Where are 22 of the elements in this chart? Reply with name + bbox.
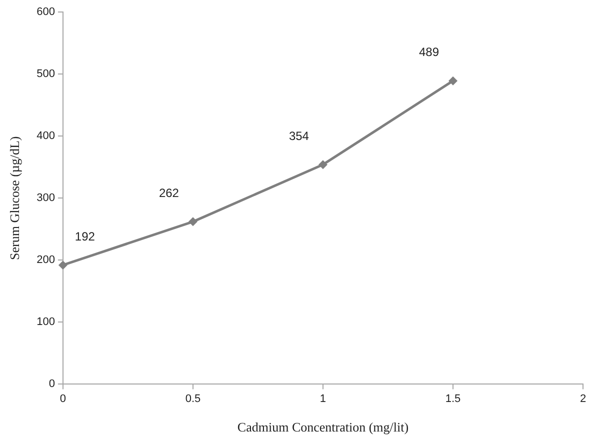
y-tick-label: 500 bbox=[36, 68, 55, 80]
x-tick-label: 1 bbox=[320, 392, 326, 405]
data-label: 354 bbox=[288, 128, 310, 143]
y-tick-label: 100 bbox=[36, 316, 55, 328]
y-tick-label: 300 bbox=[36, 192, 55, 204]
x-tick-label: 2 bbox=[580, 392, 586, 405]
data-label: 489 bbox=[418, 45, 440, 60]
data-label: 262 bbox=[158, 186, 180, 200]
y-tick-label: 400 bbox=[36, 130, 55, 142]
x-axis-title: Cadmium Concentration (mg/lit) bbox=[237, 420, 409, 435]
point bbox=[448, 76, 458, 86]
y-tick-label: 0 bbox=[48, 378, 55, 390]
y-tick-label: 600 bbox=[36, 6, 55, 18]
point bbox=[318, 160, 328, 170]
y-axis-title: Serum Glucose (µg/dL) bbox=[7, 136, 22, 260]
y-tick-label: 200 bbox=[36, 254, 55, 266]
data-label: 192 bbox=[74, 229, 96, 244]
x-tick-label: 1.5 bbox=[445, 392, 461, 405]
point bbox=[188, 217, 198, 226]
x-tick-label: 0 bbox=[60, 392, 66, 405]
x-tick-label: 0.5 bbox=[185, 392, 201, 405]
point bbox=[58, 260, 68, 270]
